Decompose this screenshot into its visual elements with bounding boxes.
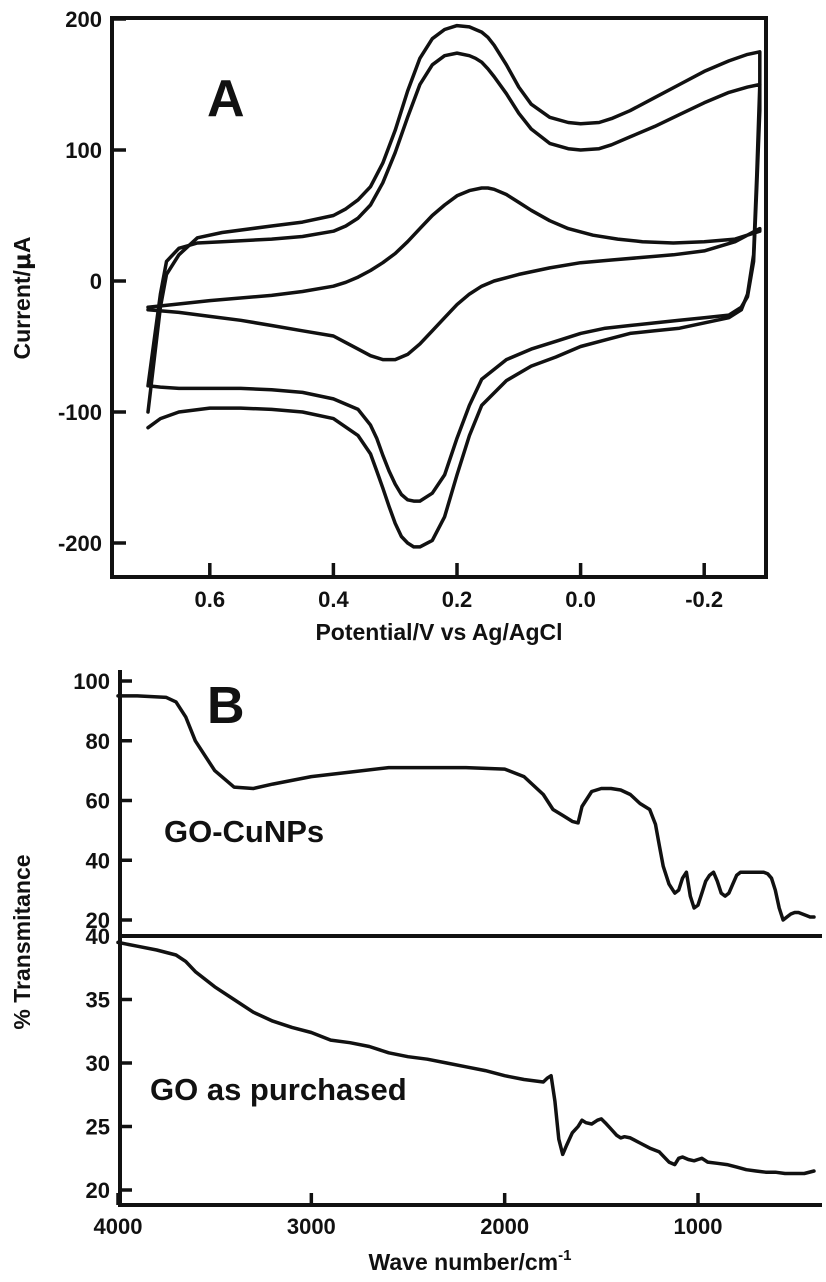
panel-b-x-ticks: 4000 3000 2000 1000 [94, 1193, 723, 1239]
panel-a-x-tick-label: 0.2 [442, 587, 473, 612]
series-label-go-as-purchased: GO as purchased [150, 1072, 407, 1107]
panel-b-x-tick-label: 1000 [674, 1214, 723, 1239]
panel-b-y-tick-label-go-as-purchased: 30 [86, 1051, 110, 1076]
panel-b-y-tick-label-go-cunps: 40 [86, 848, 110, 873]
panel-a-y-title-suffix: A [9, 236, 35, 253]
panel-b-x-tick-label: 2000 [480, 1214, 529, 1239]
panel-a-x-tick-label: 0.4 [318, 587, 349, 612]
panel-a-cyclic-voltammogram: A 200 100 0 -100 -200 0.6 0.4 0.2 0.0 -0.2 Poten… [9, 7, 768, 645]
panel-b-x-title-base: Wave number/cm [369, 1249, 559, 1275]
series-label-go-cunps: GO-CuNPs [164, 814, 324, 849]
panel-a-y-ticks: 200 100 0 -100 -200 [58, 7, 126, 556]
panel-b-x-title-sup: -1 [558, 1247, 571, 1264]
panel-a-x-ticks: 0.6 0.4 0.2 0.0 -0.2 [195, 563, 723, 612]
panel-a-y-title-prefix: Current/ [9, 269, 35, 359]
panel-a-x-axis-title: Potential/V vs Ag/AgCl [315, 619, 562, 645]
panel-a-y-title-mu: μ [10, 253, 36, 270]
panel-a-label: A [207, 70, 245, 128]
panel-b-y-tick-label-go-cunps: 80 [86, 729, 110, 754]
panel-b-y-tick-label-go-as-purchased: 35 [86, 988, 110, 1013]
panel-b-y-tick-label-go-cunps: 100 [73, 669, 110, 694]
panel-a-cv-trace-1 [146, 23, 762, 549]
panel-a-x-tick-label: -0.2 [685, 587, 723, 612]
panel-a-cv-trace-2 [146, 51, 762, 503]
panel-b-trace-go-cunps [116, 694, 816, 922]
panel-b-y-tick-label-go-as-purchased: 20 [86, 1178, 110, 1203]
panel-a-x-tick-label: 0.6 [195, 587, 226, 612]
panel-a-cv-trace-3 [146, 186, 762, 362]
panel-a-traces [146, 23, 762, 549]
panel-a-y-tick-label: 0 [90, 269, 102, 294]
panel-a-y-axis-title: Current/μA [9, 236, 36, 359]
panel-b-y-tick-label-go-cunps: 60 [86, 789, 110, 814]
panel-b-x-tick-label: 3000 [287, 1214, 336, 1239]
panel-a-y-tick-label: 100 [65, 138, 102, 163]
panel-b-traces [116, 694, 816, 1176]
panel-b-y-tick-label-go-as-purchased: 40 [86, 924, 110, 949]
panel-b-x-tick-label: 4000 [94, 1214, 143, 1239]
panel-b-y-tick-label-go-as-purchased: 25 [86, 1115, 110, 1140]
panel-b-label: B [207, 677, 245, 735]
panel-a-y-tick-label: -100 [58, 400, 102, 425]
panel-b-y-axis-title: % Transmitance [9, 854, 35, 1029]
panel-a-x-tick-label: 0.0 [565, 587, 596, 612]
panel-a-plot-frame [110, 16, 768, 579]
panel-b-trace-go-as-purchased [116, 940, 816, 1176]
panel-a-y-tick-label: 200 [65, 7, 102, 32]
panel-a-y-tick-label: -200 [58, 531, 102, 556]
panel-b-y-tick-label-go-cunps: 20 [86, 908, 110, 933]
panel-b-x-axis-title: Wave number/cm-1 [369, 1247, 572, 1275]
